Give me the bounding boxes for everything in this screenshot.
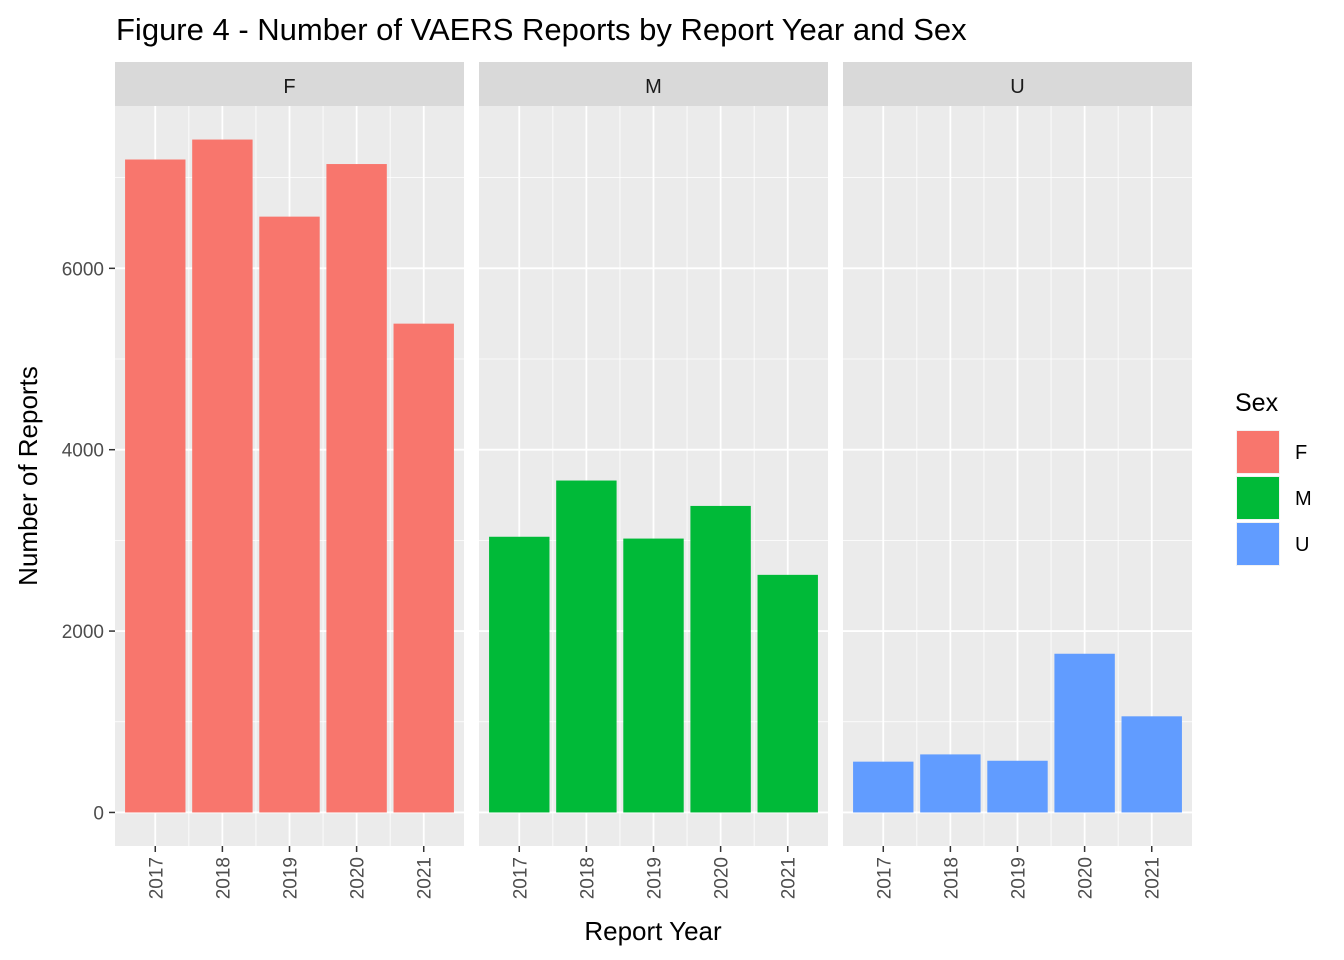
facet-panel-u: U 2017 2018 2019 2020 2021 — [843, 62, 1192, 899]
bar-u-2019 — [987, 760, 1048, 813]
bar-u-2017 — [853, 761, 914, 813]
x-axis-title: Report Year — [584, 916, 722, 946]
bar-f-2021 — [393, 323, 454, 813]
bar-m-2021 — [757, 574, 818, 813]
facet-panel-f: F 2017 2018 2019 2020 2021 — [115, 62, 464, 899]
x-tick-label: 2021 — [779, 857, 800, 899]
bar-f-2019 — [259, 216, 320, 813]
legend: Sex F M U — [1235, 389, 1312, 566]
x-tick-label: 2018 — [941, 857, 962, 899]
y-axis: 0 2000 4000 6000 — [62, 259, 115, 824]
bar-u-2020 — [1054, 653, 1115, 813]
facet-strip — [479, 62, 828, 106]
bar-m-2019 — [623, 538, 684, 813]
y-tick-label: 4000 — [62, 441, 104, 462]
y-tick-label: 2000 — [62, 622, 104, 643]
facet-strip-label: F — [283, 76, 295, 98]
x-tick-label: 2019 — [1009, 857, 1030, 899]
facet-strip-label: U — [1010, 76, 1024, 98]
legend-label-u: U — [1295, 534, 1309, 556]
x-tick-label: 2020 — [712, 857, 733, 899]
chart-title: Figure 4 - Number of VAERS Reports by Re… — [116, 12, 967, 47]
facet-panel-m: M 2017 2018 2019 2020 2021 — [479, 62, 828, 899]
x-tick-label: 2019 — [281, 857, 302, 899]
x-tick-label: 2021 — [415, 857, 436, 899]
legend-swatch-u — [1237, 523, 1279, 565]
facet-strip — [843, 62, 1192, 106]
bar-m-2018 — [556, 480, 617, 813]
y-axis-title: Number of Reports — [13, 366, 43, 586]
legend-swatch-m — [1237, 477, 1279, 519]
x-tick-label: 2020 — [348, 857, 369, 899]
legend-swatch-f — [1237, 431, 1279, 473]
x-tick-label: 2018 — [213, 857, 234, 899]
legend-label-m: M — [1295, 488, 1312, 510]
legend-title: Sex — [1235, 389, 1279, 417]
bar-u-2021 — [1121, 716, 1182, 813]
bar-m-2017 — [489, 536, 550, 813]
legend-label-f: F — [1295, 442, 1307, 464]
facet-panels: F 2017 2018 2019 2020 2021 M 2017 2018 2019 2020 20… — [62, 62, 1192, 899]
x-tick-label: 2021 — [1143, 857, 1164, 899]
bar-f-2018 — [192, 139, 253, 813]
bar-f-2017 — [125, 159, 186, 813]
facet-strip — [115, 62, 464, 106]
x-tick-label: 2017 — [146, 857, 167, 899]
bar-f-2020 — [326, 164, 387, 813]
y-tick-label: 0 — [93, 803, 104, 824]
x-tick-label: 2019 — [645, 857, 666, 899]
x-tick-label: 2020 — [1076, 857, 1097, 899]
x-tick-label: 2017 — [874, 857, 895, 899]
bar-u-2018 — [920, 754, 981, 813]
y-tick-label: 6000 — [62, 259, 104, 280]
x-tick-label: 2017 — [510, 857, 531, 899]
x-tick-label: 2018 — [577, 857, 598, 899]
bar-m-2020 — [690, 505, 751, 813]
facet-strip-label: M — [645, 76, 662, 98]
